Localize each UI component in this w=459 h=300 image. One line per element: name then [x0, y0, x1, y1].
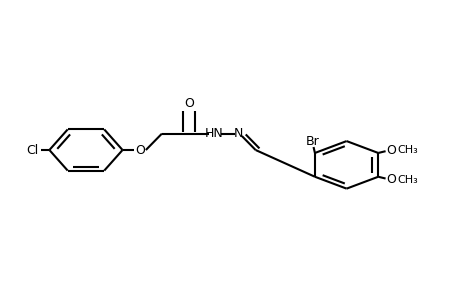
- Text: Br: Br: [305, 135, 319, 148]
- Text: HN: HN: [205, 127, 224, 140]
- Text: Cl: Cl: [26, 143, 38, 157]
- Text: CH₃: CH₃: [397, 145, 417, 155]
- Text: O: O: [385, 143, 395, 157]
- Text: N: N: [233, 127, 242, 140]
- Text: CH₃: CH₃: [397, 175, 417, 185]
- Text: O: O: [184, 97, 194, 110]
- Text: O: O: [134, 143, 145, 157]
- Text: O: O: [385, 173, 395, 186]
